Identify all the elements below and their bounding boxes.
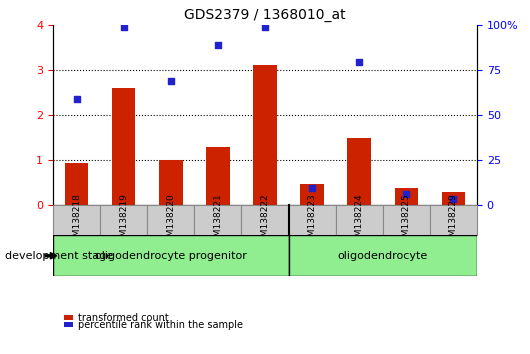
Bar [441, 192, 465, 205]
Bar [206, 147, 229, 205]
Bar [53, 205, 100, 235]
Text: percentile rank within the sample: percentile rank within the sample [78, 320, 243, 330]
Bar [383, 205, 430, 235]
Point [355, 59, 364, 65]
Text: oligodendrocyte: oligodendrocyte [338, 251, 428, 261]
Bar [195, 205, 242, 235]
Text: GSM138223: GSM138223 [307, 193, 316, 248]
Bar [64, 315, 73, 320]
Text: GSM138222: GSM138222 [261, 193, 269, 248]
Bar [242, 205, 288, 235]
Point [214, 42, 222, 48]
Point [402, 191, 411, 197]
Bar [65, 163, 89, 205]
Text: GSM138218: GSM138218 [72, 193, 81, 248]
Text: GSM138220: GSM138220 [166, 193, 175, 248]
Bar [348, 138, 371, 205]
Bar [100, 205, 147, 235]
Bar [394, 188, 418, 205]
Bar [112, 88, 136, 205]
Text: oligodendrocyte progenitor: oligodendrocyte progenitor [95, 251, 247, 261]
Bar [64, 322, 73, 327]
Bar [288, 235, 477, 276]
Bar [301, 184, 324, 205]
Text: GSM138221: GSM138221 [214, 193, 223, 248]
Text: GSM138229: GSM138229 [449, 193, 458, 248]
Point [308, 185, 316, 191]
Bar [335, 205, 383, 235]
Point [166, 78, 175, 84]
Point [119, 24, 128, 30]
Bar [430, 205, 477, 235]
Point [449, 196, 458, 201]
Bar [253, 65, 277, 205]
Bar [53, 235, 288, 276]
Title: GDS2379 / 1368010_at: GDS2379 / 1368010_at [184, 8, 346, 22]
Text: GSM138219: GSM138219 [119, 193, 128, 248]
Bar [288, 205, 335, 235]
Point [261, 24, 269, 30]
Point [72, 96, 81, 102]
Bar [147, 205, 195, 235]
Bar [159, 160, 182, 205]
Text: development stage: development stage [5, 251, 113, 261]
Text: GSM138225: GSM138225 [402, 193, 411, 248]
Text: GSM138224: GSM138224 [355, 193, 364, 248]
Text: transformed count: transformed count [78, 313, 169, 323]
